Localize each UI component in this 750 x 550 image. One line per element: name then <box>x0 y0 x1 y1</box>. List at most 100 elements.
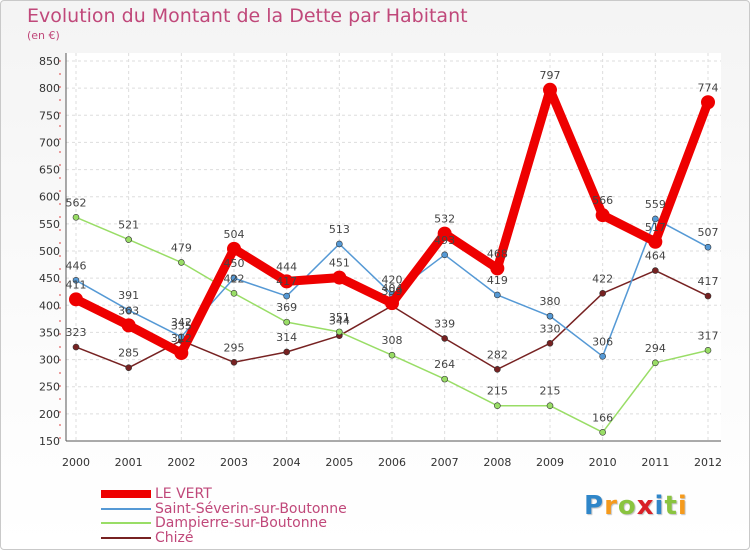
data-point <box>125 364 132 372</box>
data-label: 420 <box>382 273 403 286</box>
legend-label: Saint-Séverin-sur-Boutonne <box>155 501 347 517</box>
data-label: 363 <box>118 304 139 317</box>
data-label: 285 <box>118 347 139 360</box>
data-point <box>283 318 290 326</box>
data-label: 282 <box>487 348 508 361</box>
data-point <box>178 259 185 266</box>
data-point <box>125 306 132 314</box>
proxiti-logo: Proxiti <box>584 491 688 521</box>
data-label: 404 <box>382 282 403 295</box>
data-label: 294 <box>645 342 666 355</box>
data-label: 504 <box>224 228 245 241</box>
x-tick-label: 2011 <box>641 456 669 469</box>
x-tick-label: 2008 <box>483 456 511 469</box>
data-label: 306 <box>592 335 613 348</box>
legend-label: LE VERT <box>155 486 212 502</box>
logo-letter: r <box>604 491 618 521</box>
data-label: 532 <box>434 213 455 226</box>
y-tick-label: 600 <box>39 191 60 204</box>
data-point <box>385 296 399 311</box>
data-point <box>72 343 80 351</box>
x-tick-label: 2003 <box>220 456 248 469</box>
data-label: 308 <box>382 334 403 347</box>
x-tick-label: 2009 <box>536 456 564 469</box>
data-point <box>388 351 396 359</box>
legend-swatch <box>101 508 151 510</box>
x-tick-label: 2004 <box>273 456 301 469</box>
data-label: 323 <box>66 326 87 339</box>
data-point <box>441 375 448 383</box>
data-point <box>279 274 294 289</box>
data-label: 342 <box>171 316 192 329</box>
data-point <box>230 274 238 282</box>
data-point <box>595 208 610 223</box>
y-tick-label: 650 <box>39 164 60 177</box>
y-tick-label: 250 <box>39 381 60 394</box>
data-label: 317 <box>698 329 719 342</box>
y-tick-label: 500 <box>39 245 60 258</box>
y-tick-label: 550 <box>39 218 60 231</box>
y-tick-label: 400 <box>39 299 60 312</box>
data-label: 417 <box>276 275 297 288</box>
data-point <box>599 429 606 436</box>
legend-item: Saint-Séverin-sur-Boutonne <box>101 502 347 516</box>
data-label: 419 <box>487 274 508 287</box>
data-label: 312 <box>171 332 192 345</box>
data-point <box>648 234 663 249</box>
data-point <box>546 402 554 410</box>
logo-letter: i <box>677 491 688 521</box>
plot-background <box>66 53 721 441</box>
logo-letter: x <box>636 491 655 521</box>
data-point <box>69 292 83 307</box>
x-tick-label: 2007 <box>431 456 459 469</box>
data-label: 351 <box>329 311 350 324</box>
data-label: 450 <box>224 257 245 270</box>
data-label: 166 <box>592 411 613 424</box>
data-point <box>441 335 448 342</box>
x-tick-label: 2006 <box>378 456 406 469</box>
data-label: 391 <box>118 289 139 302</box>
data-label: 399 <box>382 285 403 298</box>
data-label: 314 <box>276 331 297 344</box>
legend-item: Chizé <box>101 531 194 545</box>
data-point <box>230 290 238 297</box>
data-point <box>441 251 448 259</box>
y-tick-label: 700 <box>39 136 60 149</box>
data-point <box>704 347 712 354</box>
data-point <box>72 277 80 284</box>
data-point <box>336 328 343 336</box>
y-tick-label: 850 <box>39 55 60 68</box>
data-label: 422 <box>592 272 613 285</box>
data-label: 335 <box>171 320 192 333</box>
data-point <box>230 358 238 366</box>
data-label: 339 <box>434 317 455 330</box>
data-point <box>652 359 659 367</box>
legend-swatch <box>101 490 151 498</box>
data-point <box>125 236 132 243</box>
x-tick-label: 2000 <box>62 456 90 469</box>
y-tick-label: 300 <box>39 354 60 367</box>
data-label: 507 <box>698 226 719 239</box>
data-label: 417 <box>698 275 719 288</box>
data-point <box>174 346 189 361</box>
logo-letter: P <box>584 491 605 521</box>
x-tick-label: 2012 <box>694 456 722 469</box>
data-label: 411 <box>66 278 87 291</box>
data-label: 468 <box>487 247 508 260</box>
data-point <box>494 402 501 410</box>
data-point <box>336 240 343 248</box>
data-point <box>283 292 290 300</box>
y-tick-label: 800 <box>39 82 60 95</box>
data-point <box>72 214 80 221</box>
logo-letter: t <box>664 491 678 521</box>
data-label: 444 <box>276 260 297 273</box>
legend-swatch <box>101 522 151 524</box>
legend-label: Chizé <box>155 530 194 546</box>
data-label: 493 <box>434 234 455 247</box>
data-label: 559 <box>645 198 666 211</box>
data-point <box>494 366 501 373</box>
legend-swatch <box>101 537 151 539</box>
y-tick-label: 350 <box>39 326 60 339</box>
logo-letter: o <box>617 491 637 521</box>
